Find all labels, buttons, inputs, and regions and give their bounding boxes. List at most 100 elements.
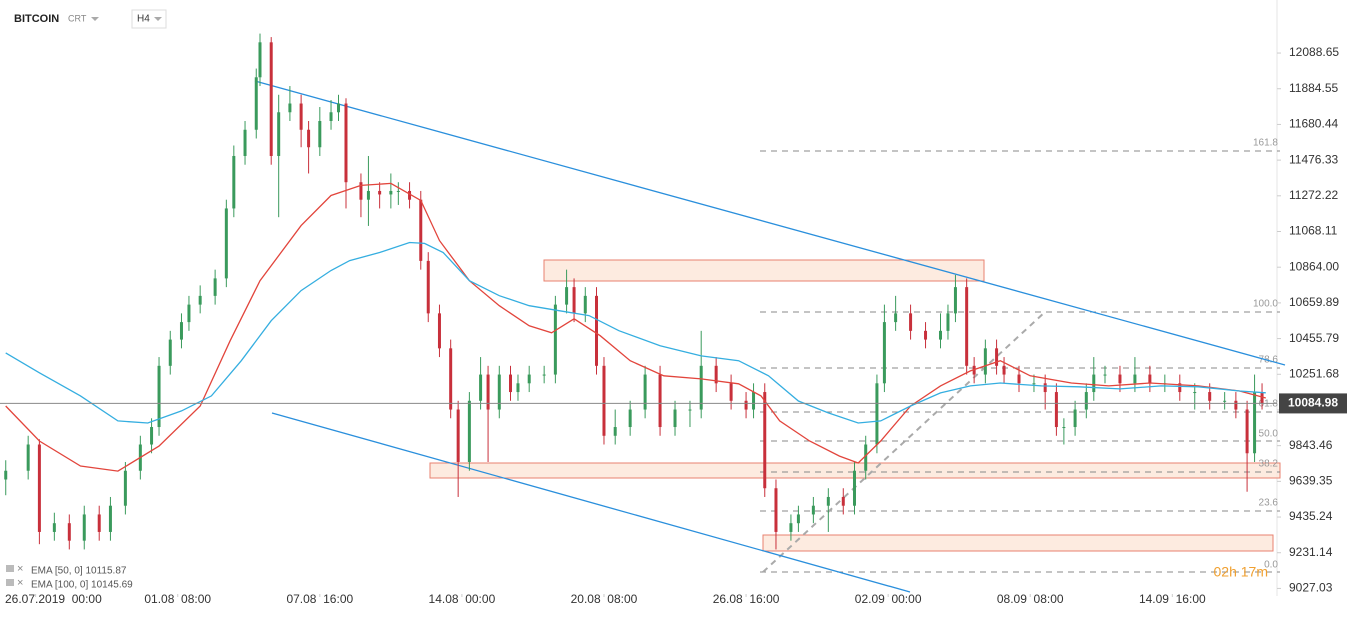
candle-body (150, 427, 154, 445)
candle-body (752, 392, 756, 410)
dropdown-arrow[interactable] (91, 17, 99, 21)
candle-body (565, 287, 569, 305)
candle-body (583, 295, 587, 314)
ema-line (5, 241, 1266, 424)
candle-body (995, 348, 999, 366)
candle-body (744, 400, 748, 410)
symbol[interactable]: BITCOIN (14, 13, 59, 25)
candle-body (232, 155, 236, 209)
candle-body (965, 287, 969, 366)
interval[interactable]: H4 (137, 14, 150, 25)
candle-body (826, 496, 830, 506)
candle-body (307, 129, 311, 148)
candle-body (527, 374, 531, 384)
fib-label: 0.0 (1264, 560, 1278, 571)
candle-body (329, 112, 333, 122)
candle-body (213, 278, 217, 296)
trendline (271, 412, 911, 593)
y-tick-label: 11476.33 (1289, 152, 1338, 166)
chart-style[interactable]: CRT (68, 13, 87, 23)
candle-body (52, 523, 56, 532)
candle-body (258, 42, 262, 78)
candle-body (613, 427, 617, 436)
legend-x[interactable]: × (17, 577, 23, 589)
candle-body (26, 444, 30, 471)
ema-line (5, 182, 1266, 472)
legend-entry: EMA [100, 0] 10145.69 (31, 580, 133, 591)
y-tick-label: 11680.44 (1289, 117, 1338, 131)
candle-body (479, 374, 483, 401)
candle-body (37, 444, 41, 532)
candle-body (437, 313, 441, 349)
candle-body (1208, 392, 1212, 401)
candle-body (299, 103, 303, 130)
candle-body (553, 304, 557, 375)
candle-body (269, 42, 273, 156)
y-tick-label: 11272.22 (1289, 188, 1338, 202)
candle-body (811, 505, 815, 515)
y-tick-label: 10455.79 (1289, 331, 1339, 345)
candle-body (516, 383, 520, 393)
candle-body (187, 304, 191, 323)
candle-body (774, 488, 778, 532)
y-tick-label: 9843.46 (1289, 438, 1333, 452)
price-tag (1279, 393, 1347, 414)
support-zone (762, 534, 1274, 552)
countdown: 02h 17m (1214, 564, 1268, 580)
candle-body (643, 374, 647, 410)
dropdown-arrow[interactable] (154, 17, 162, 21)
candle-body (288, 103, 292, 113)
fib-label: 38.2 (1259, 459, 1279, 470)
candle-body (628, 409, 632, 428)
candle-body (572, 287, 576, 314)
candle-body (602, 365, 606, 436)
candle-body (946, 313, 950, 331)
candle-body (699, 365, 703, 410)
candle-body (1178, 383, 1182, 393)
legend-x[interactable]: × (17, 563, 23, 575)
candle-body (123, 470, 127, 506)
candle-body (688, 409, 692, 411)
candle-body (389, 190, 393, 195)
fib-label: 23.6 (1259, 498, 1279, 509)
x-tick-label: 02.09 00:00 (855, 592, 922, 606)
candle-body (714, 365, 718, 384)
legend-icon[interactable] (6, 579, 14, 586)
interval-box[interactable] (131, 9, 167, 29)
candle-body (1133, 374, 1137, 384)
candle-body (378, 190, 382, 195)
candle-body (243, 129, 247, 156)
candle-body (277, 112, 281, 156)
candle-body (542, 374, 546, 376)
candle-body (456, 409, 460, 462)
y-tick-label: 10659.89 (1289, 295, 1339, 309)
candle-body (1260, 392, 1264, 404)
candle-body (1148, 374, 1152, 384)
candle-body (1017, 374, 1021, 384)
candle-body (408, 190, 412, 200)
fib-label: 100.0 (1253, 299, 1278, 310)
candle-body (1002, 365, 1006, 375)
fib-anchor (762, 311, 1046, 573)
candle-body (1062, 427, 1066, 429)
candle-body (882, 322, 886, 384)
candle-body (396, 190, 400, 192)
candle-body (1054, 392, 1058, 428)
candle-body (1223, 400, 1227, 402)
candle-body (97, 514, 101, 532)
candle-body (67, 523, 71, 541)
candle-body (852, 470, 856, 506)
candle-body (1245, 409, 1249, 454)
legend-icon[interactable] (6, 565, 14, 572)
y-tick-label: 10251.68 (1289, 366, 1339, 380)
candle-body (366, 190, 370, 200)
x-tick-label: 01.08 08:00 (144, 592, 211, 606)
y-tick-label: 9435.24 (1289, 509, 1333, 523)
candle-body (909, 313, 913, 331)
candle-body (1253, 392, 1257, 454)
price-tag-label: 10084.98 (1288, 396, 1338, 410)
resistance-zone (543, 259, 985, 282)
candle-body (359, 182, 363, 200)
candle-body (318, 121, 322, 148)
